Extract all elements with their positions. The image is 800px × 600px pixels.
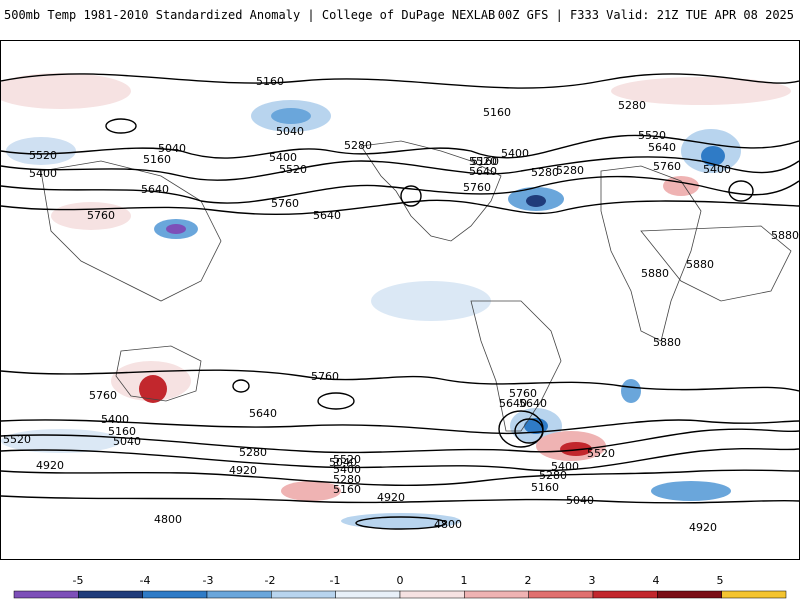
contour-label: 5760: [89, 389, 117, 402]
colorbar-segment: [142, 590, 208, 599]
map-panel: 5160 5040 5160 5280 5040 5160 5280 5400 …: [0, 40, 800, 560]
contour-label: 5520: [333, 453, 361, 466]
colorbar-tick: -1: [329, 574, 341, 587]
colorbar-segment: [399, 590, 465, 599]
contour-label: 5400: [269, 151, 297, 164]
contour-label: 5160: [108, 425, 136, 438]
colorbar-tick: 5: [716, 574, 724, 587]
contour-labels: 5160 5040 5160 5280 5040 5160 5280 5400 …: [3, 75, 799, 534]
contour-label: 4920: [36, 459, 64, 472]
colorbar-tick: -4: [139, 574, 151, 587]
contour-label: 5760: [87, 209, 115, 222]
contour-label: 5760: [463, 181, 491, 194]
contour-label: 5400: [501, 147, 529, 160]
contour-label: 5280: [539, 469, 567, 482]
contour-label: 5880: [771, 229, 799, 242]
colorbar-strip: [13, 590, 787, 599]
contour-label: 5280: [333, 473, 361, 486]
colorbar-segment: [721, 590, 787, 599]
contour-label: 5040: [158, 142, 186, 155]
colorbar-tick: -3: [202, 574, 214, 587]
colorbar-tick: -2: [264, 574, 276, 587]
contour-label: 5280: [239, 446, 267, 459]
contour-label: 5160: [483, 106, 511, 119]
contour-label: 5280: [556, 164, 584, 177]
contour-label: 5400: [29, 167, 57, 180]
contour-label: 5880: [641, 267, 669, 280]
contour-label: 4920: [377, 491, 405, 504]
contour-label: 5400: [101, 413, 129, 426]
map-title: 500mb Temp 1981-2010 Standardized Anomal…: [4, 8, 496, 22]
colorbar-segment: [464, 590, 529, 599]
header: 500mb Temp 1981-2010 Standardized Anomal…: [0, 0, 800, 34]
colorbar-segment: [528, 590, 594, 599]
contour-label: 4800: [154, 513, 182, 526]
coastlines: [40, 140, 792, 432]
contour-label: 5040: [276, 125, 304, 138]
contour-label: 5520: [638, 129, 666, 142]
colorbar-tick: 3: [588, 574, 596, 587]
colorbar-tick: 0: [396, 574, 404, 587]
colorbar-segment: [657, 590, 722, 599]
contour-label: 5160: [471, 155, 499, 168]
contour-label: 5400: [703, 163, 731, 176]
contour-label: 5520: [587, 447, 615, 460]
colorbar-tick: 4: [652, 574, 660, 587]
colorbar-segment: [335, 590, 401, 599]
contour-label: 5280: [618, 99, 646, 112]
contour-label: 5640: [141, 183, 169, 196]
colorbar-segment: [206, 590, 272, 599]
contour-label: 5760: [311, 370, 339, 383]
contour-label: 5880: [686, 258, 714, 271]
contour-label: 5280: [344, 139, 372, 152]
contour-label: 5520: [3, 433, 31, 446]
contour-label: 5880: [653, 336, 681, 349]
contour-label: 5040: [329, 456, 357, 469]
contour-label: 5640: [469, 165, 497, 178]
contour-label: 5400: [551, 460, 579, 473]
contour-label: 5760: [653, 160, 681, 173]
contour-label: 4800: [434, 518, 462, 531]
height-contours: [1, 73, 799, 530]
contour-label: 5640: [499, 397, 527, 410]
contour-label: 5640: [313, 209, 341, 222]
contour-label: 5520: [469, 155, 497, 168]
contour-label: 5040: [113, 435, 141, 448]
contour-label: 5040: [566, 494, 594, 507]
map-canvas: 5160 5040 5160 5280 5040 5160 5280 5400 …: [1, 73, 799, 534]
anomaly-shading: [1, 73, 791, 529]
colorbar-tick: 1: [460, 574, 468, 587]
contour-label: 5760: [509, 387, 537, 400]
colorbar-tick: -5: [72, 574, 84, 587]
contour-label: 5640: [648, 141, 676, 154]
contour-label: 5760: [271, 197, 299, 210]
contour-label: 5640: [249, 407, 277, 420]
model-valid-time: 00Z GFS | F333 Valid: 21Z TUE APR 08 202…: [497, 8, 794, 22]
colorbar-segment: [271, 590, 336, 599]
contour-label: 5640: [519, 397, 547, 410]
contour-label: 5520: [279, 163, 307, 176]
colorbar-tick: 2: [524, 574, 532, 587]
contour-label: 5160: [143, 153, 171, 166]
anomaly-colorbar: -5 -4 -3 -2 -1 0 1 2 3 4 5: [0, 574, 800, 600]
contour-label: 4920: [689, 521, 717, 534]
contour-label: 4920: [229, 464, 257, 477]
contour-label: 5160: [531, 481, 559, 494]
contour-label: 5400: [333, 463, 361, 476]
contour-label: 5160: [333, 483, 361, 496]
colorbar-segment: [78, 590, 143, 599]
contour-label: 5280: [531, 166, 559, 179]
contour-label: 5160: [256, 75, 284, 88]
contour-label: 5520: [29, 149, 57, 162]
colorbar-segment: [13, 590, 79, 599]
colorbar-segment: [592, 590, 658, 599]
